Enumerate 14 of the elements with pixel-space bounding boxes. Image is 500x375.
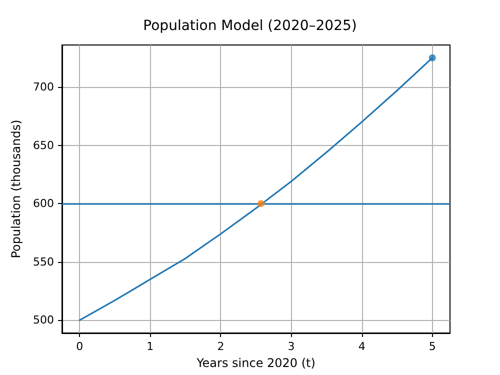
y-tick-label: 500 <box>33 314 54 327</box>
chart-title: Population Model (2020–2025) <box>143 18 357 34</box>
y-tick-label: 700 <box>33 80 54 94</box>
x-axis-title: Years since 2020 (t) <box>196 356 316 370</box>
y-tick-label: 600 <box>33 197 54 210</box>
x-tick-label: 2 <box>217 340 224 353</box>
x-tick-label: 3 <box>288 340 295 353</box>
x-tick-label: 1 <box>146 340 154 353</box>
y-tick-label: 650 <box>33 138 54 152</box>
x-tick-label: 5 <box>428 340 436 353</box>
x-tick-label: 0 <box>76 340 84 353</box>
x-tick-label: 4 <box>358 340 366 353</box>
y-tick-label: 550 <box>33 255 54 268</box>
y-axis-title: Population (thousands) <box>9 120 24 258</box>
